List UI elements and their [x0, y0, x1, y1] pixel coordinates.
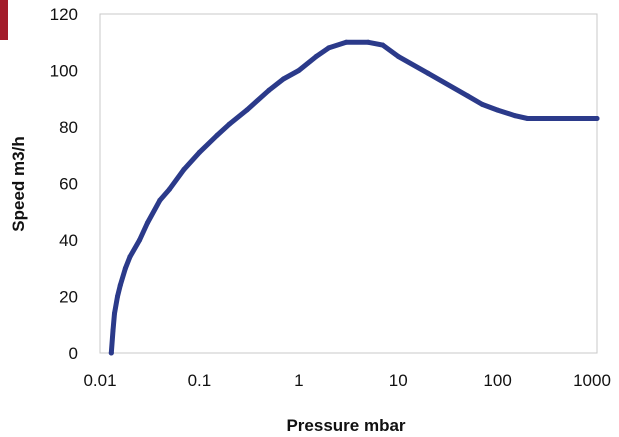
- data-point: [564, 116, 570, 121]
- data-point: [122, 265, 128, 271]
- x-tick-label: 0.1: [188, 371, 212, 390]
- x-tick-label: 1000: [573, 371, 611, 390]
- data-point: [108, 350, 114, 356]
- data-point: [365, 39, 371, 45]
- y-tick-label: 80: [59, 118, 78, 137]
- x-axis-title: Pressure mbar: [286, 416, 405, 435]
- data-point: [512, 113, 518, 119]
- y-axis-ticks: 0 20 40 60 80 100 120: [50, 5, 78, 363]
- data-point: [127, 254, 133, 260]
- y-tick-label: 40: [59, 231, 78, 250]
- data-point: [525, 116, 530, 121]
- x-tick-label: 100: [483, 371, 511, 390]
- y-axis-title: Speed m3/h: [9, 136, 28, 231]
- y-tick-label: 0: [69, 344, 78, 363]
- data-point: [326, 45, 332, 51]
- data-point: [110, 327, 116, 333]
- data-point: [226, 121, 232, 127]
- data-point: [157, 197, 163, 203]
- data-point: [542, 116, 548, 121]
- data-point: [112, 310, 117, 316]
- data-point: [244, 107, 250, 113]
- data-point: [266, 87, 272, 93]
- x-axis-ticks: 0.01 0.1 1 10 100 1000: [83, 371, 610, 390]
- data-point: [167, 186, 172, 192]
- y-tick-label: 20: [59, 288, 78, 307]
- data-point: [144, 220, 150, 226]
- data-point: [395, 53, 401, 59]
- data-point: [343, 39, 349, 45]
- data-point: [196, 149, 202, 155]
- data-point: [495, 107, 501, 113]
- y-tick-label: 120: [50, 5, 78, 24]
- x-tick-label: 0.01: [83, 371, 116, 390]
- data-point: [214, 133, 220, 138]
- plot-area: [99, 13, 598, 354]
- data-point: [380, 42, 386, 48]
- corner-mark: [0, 0, 8, 40]
- data-point: [280, 76, 286, 82]
- data-point: [594, 116, 600, 121]
- y-tick-label: 60: [59, 175, 78, 194]
- x-tick-label: 10: [389, 371, 408, 390]
- y-tick-label: 100: [50, 62, 78, 81]
- series-layer: [108, 39, 600, 356]
- x-tick-label: 1: [294, 371, 303, 390]
- speed-curve: [108, 39, 600, 356]
- data-point: [137, 237, 143, 243]
- data-point: [313, 53, 319, 59]
- data-point: [479, 101, 485, 107]
- data-point: [117, 282, 123, 288]
- data-point: [181, 166, 187, 172]
- data-point: [425, 70, 431, 76]
- data-point: [465, 93, 471, 99]
- data-point: [296, 68, 302, 73]
- data-point: [115, 294, 120, 299]
